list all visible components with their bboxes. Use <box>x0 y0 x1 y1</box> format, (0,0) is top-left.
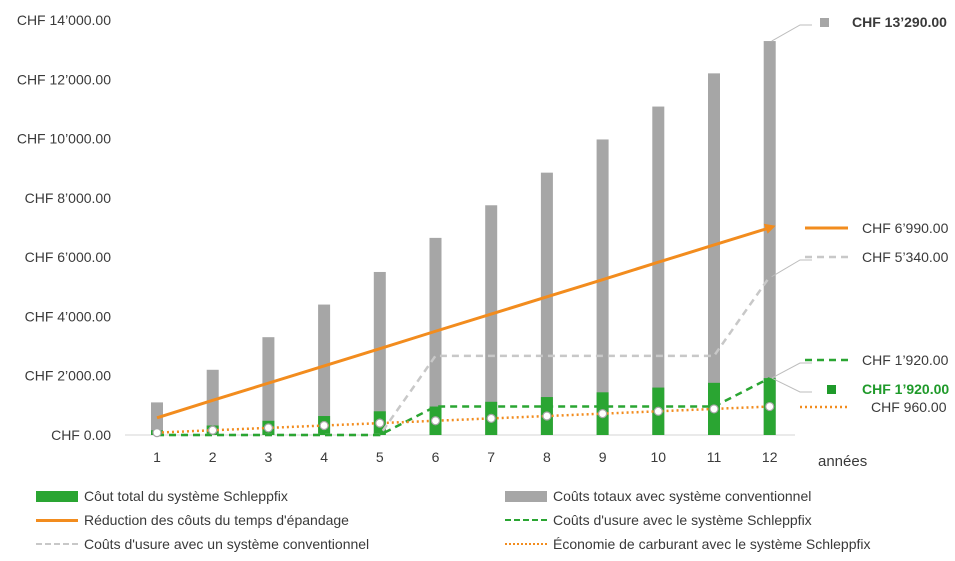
end-value-label: CHF 6’990.00 <box>862 220 949 236</box>
bar-conventional-total <box>596 139 609 436</box>
bar-conventional-total <box>429 237 442 435</box>
leader-line <box>771 24 812 42</box>
fuel-saving-point <box>208 425 218 435</box>
bar-conventional-total <box>708 73 720 435</box>
y-tick-label: CHF 4’000.00 <box>25 308 112 324</box>
fuel-saving-point <box>486 413 496 423</box>
x-tick-label: 11 <box>707 449 722 465</box>
x-tick-label: 3 <box>265 449 273 465</box>
x-axis-ticks: 1 2 3 4 5 6 7 8 9 10 11 12 <box>153 449 778 465</box>
end-label-swatch-icon <box>820 18 829 27</box>
leader-line <box>771 259 812 278</box>
x-tick-label: 8 <box>543 449 551 465</box>
bar-conventional-total <box>318 304 331 435</box>
fuel-saving-point <box>152 428 162 438</box>
x-tick-label: 1 <box>153 449 161 465</box>
fuel-saving-point <box>709 404 719 414</box>
series-line-2 <box>156 226 771 420</box>
fuel-saving-point <box>263 423 273 433</box>
bar-conventional-total <box>151 402 163 435</box>
x-tick-label: 2 <box>209 449 217 465</box>
end-value-label: CHF 960.00 <box>871 399 947 415</box>
leader-line <box>771 362 812 379</box>
y-tick-label: CHF 0.00 <box>51 427 111 443</box>
y-tick-label: CHF 10’000.00 <box>17 131 111 147</box>
end-value-label: CHF 13’290.00 <box>852 14 947 30</box>
end-value-label: CHF 1’920.00 <box>862 381 949 397</box>
bar-conventional-total <box>262 337 275 435</box>
fuel-saving-point <box>653 406 663 416</box>
series-line-3 <box>157 376 771 437</box>
x-tick-label: 5 <box>376 449 384 465</box>
x-tick-label: 4 <box>320 449 328 465</box>
x-tick-label: 10 <box>651 449 667 465</box>
y-tick-label: CHF 8’000.00 <box>25 190 112 206</box>
bar-conventional-total <box>206 369 219 435</box>
y-axis-ticks: CHF 0.00 CHF 2’000.00 CHF 4’000.00 CHF 6’00… <box>17 12 111 443</box>
x-tick-label: 12 <box>762 449 778 465</box>
end-value-label: CHF 5’340.00 <box>862 249 949 265</box>
bar-conventional-total <box>485 205 498 435</box>
bar-conventional-total <box>652 106 665 436</box>
bar-conventional-total <box>763 41 776 436</box>
y-tick-label: CHF 6’000.00 <box>25 249 112 265</box>
bar-conventional-total <box>373 271 386 435</box>
y-tick-label: CHF 14’000.00 <box>17 12 111 28</box>
x-axis-suffix: années <box>818 453 867 470</box>
fuel-saving-point <box>375 418 385 428</box>
series-lines <box>156 223 776 437</box>
x-tick-label: 7 <box>487 449 495 465</box>
series-conventional-total-bars <box>151 41 776 436</box>
bar-conventional-total <box>540 172 553 436</box>
x-tick-label: 9 <box>599 449 607 465</box>
end-value-labels: CHF 13’290.00 CHF 6’990.00 CHF 5’340.00 CHF… <box>771 14 949 415</box>
y-tick-label: CHF 2’000.00 <box>25 368 112 384</box>
fuel-saving-markers <box>152 401 775 438</box>
end-value-label: CHF 1’920.00 <box>862 352 949 368</box>
fuel-saving-point <box>319 420 329 431</box>
fuel-saving-point <box>597 409 608 419</box>
series-line-5 <box>156 405 770 434</box>
end-label-swatch-icon <box>827 385 836 394</box>
fuel-saving-point <box>542 411 552 421</box>
fuel-saving-point <box>430 416 441 426</box>
fuel-saving-point <box>765 401 775 412</box>
x-tick-label: 6 <box>432 449 440 465</box>
leader-line <box>771 377 812 393</box>
y-tick-label: CHF 12’000.00 <box>17 71 111 87</box>
arrow-head-icon <box>763 223 776 234</box>
